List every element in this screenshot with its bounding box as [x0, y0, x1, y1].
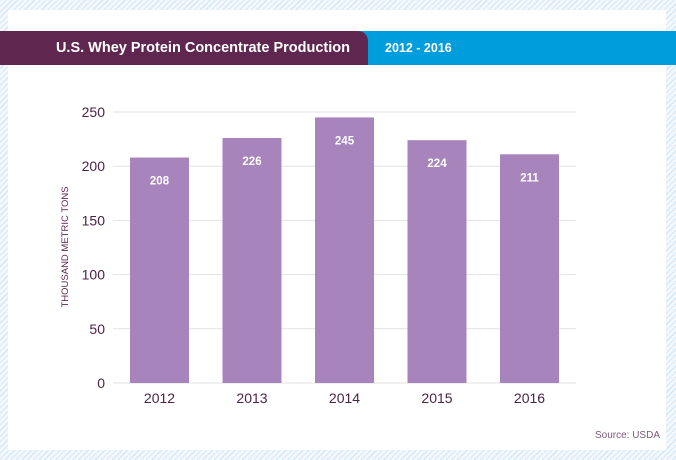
y-tick-label: 50: [89, 321, 105, 337]
y-tick-label: 200: [82, 158, 106, 174]
data-label: 211: [520, 172, 539, 184]
header-band: U.S. Whey Protein Concentrate Production…: [0, 31, 676, 65]
data-label: 208: [150, 176, 170, 188]
bar-2015: [407, 140, 467, 383]
data-label: 226: [242, 156, 261, 168]
chart-title: U.S. Whey Protein Concentrate Production: [0, 31, 368, 65]
y-tick-label: 150: [82, 212, 106, 228]
x-tick-label: 2015: [421, 390, 452, 406]
x-tick-label: 2016: [514, 390, 545, 406]
y-tick-label: 0: [97, 375, 105, 391]
bars: 208 226 245 224 211: [130, 117, 559, 384]
y-tick-label: 100: [82, 267, 106, 283]
y-axis-label: THOUSAND METRIC TONS: [60, 186, 71, 307]
bar-2012: [130, 157, 189, 383]
x-axis-ticks: 2012 2013 2014 2015 2016: [144, 390, 545, 406]
x-tick-label: 2012: [144, 390, 175, 406]
bar-2013: [222, 138, 282, 383]
y-axis-ticks: 0 50 100 150 200 250: [82, 104, 106, 391]
x-tick-label: 2013: [236, 390, 267, 406]
bar-2014: [315, 117, 374, 384]
bar-2016: [500, 154, 559, 383]
x-tick-label: 2014: [329, 390, 360, 406]
date-range: 2012 - 2016: [385, 41, 452, 55]
source-note: Source: USDA: [594, 430, 660, 441]
chart-title-text: U.S. Whey Protein Concentrate Production: [55, 40, 350, 56]
data-label: 224: [427, 158, 447, 170]
y-tick-label: 250: [82, 104, 106, 120]
data-label: 245: [335, 135, 355, 147]
